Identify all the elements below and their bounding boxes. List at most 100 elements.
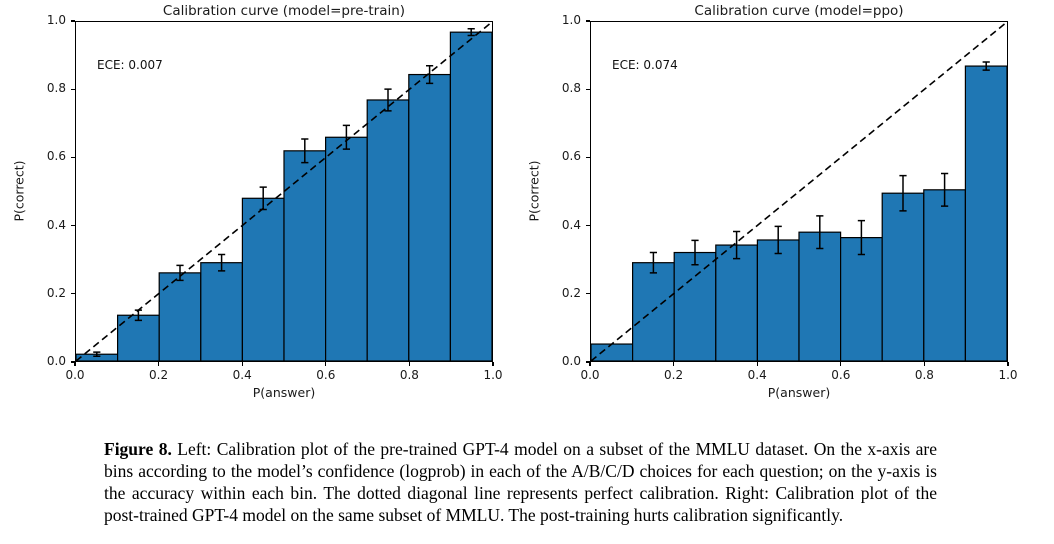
- figure-caption-body: Left: Calibration plot of the pre-traine…: [104, 438, 937, 525]
- y-tick-mark: [586, 225, 590, 227]
- calibration-bar: [325, 136, 368, 361]
- error-bar: [384, 88, 392, 112]
- calibration-bar: [449, 31, 492, 361]
- x-tick-label: 0.0: [65, 368, 85, 382]
- y-tick-label: 0.8: [561, 81, 581, 96]
- calibration-bar: [631, 262, 675, 361]
- y-tick-label: 1.0: [561, 13, 581, 27]
- error-bar: [774, 225, 782, 255]
- calibration-bar: [366, 99, 410, 361]
- y-axis-label: P(correct): [526, 160, 542, 222]
- error-bar: [259, 186, 267, 211]
- x-tick-label: 0.4: [747, 368, 767, 382]
- y-tick-mark: [71, 293, 75, 295]
- y-tick-label: 0.8: [46, 81, 66, 96]
- calibration-bar: [798, 231, 842, 361]
- y-tick-label: 0.2: [46, 285, 66, 300]
- ece-annotation: ECE: 0.007: [97, 58, 163, 72]
- y-tick-mark: [586, 156, 590, 158]
- error-bar: [467, 28, 475, 37]
- figure-caption: Figure 8. Left: Calibration plot of the …: [104, 438, 937, 526]
- x-tick-mark: [492, 362, 494, 366]
- y-tick-label: 0.0: [46, 354, 66, 368]
- x-tick-label: 0.6: [831, 368, 851, 382]
- y-tick-mark: [586, 293, 590, 295]
- plot-area: ECE: 0.074: [590, 21, 1008, 362]
- x-tick-mark: [158, 362, 160, 366]
- y-tick-label: 0.4: [46, 217, 66, 232]
- y-tick-label: 0.4: [561, 217, 581, 232]
- x-tick-mark: [241, 362, 243, 366]
- ece-annotation: ECE: 0.074: [612, 58, 678, 72]
- calibration-bar: [715, 244, 759, 361]
- calibration-bar: [158, 272, 202, 361]
- x-tick-mark: [756, 362, 758, 366]
- y-tick-mark: [71, 225, 75, 227]
- y-tick-mark: [71, 361, 75, 363]
- calibration-bar: [408, 73, 451, 361]
- y-tick-mark: [586, 20, 590, 22]
- error-bar: [134, 309, 142, 322]
- calibration-bar: [881, 192, 925, 361]
- calibration-bar: [756, 239, 800, 361]
- x-tick-label: 0.8: [914, 368, 934, 382]
- calibration-bar: [200, 262, 244, 361]
- calibration-bar: [283, 150, 327, 361]
- error-bar: [691, 239, 699, 266]
- x-tick-mark: [840, 362, 842, 366]
- error-bar: [857, 219, 865, 256]
- x-tick-mark: [325, 362, 327, 366]
- x-tick-label: 0.6: [316, 368, 336, 382]
- x-tick-mark: [74, 362, 76, 366]
- x-axis-label: P(answer): [767, 385, 831, 400]
- x-tick-mark: [589, 362, 591, 366]
- error-bar: [733, 230, 741, 260]
- x-tick-mark: [1007, 362, 1009, 366]
- y-tick-label: 0.6: [46, 149, 66, 164]
- error-bar: [941, 172, 949, 207]
- chart-title: Calibration curve (model=pre-train): [162, 3, 406, 19]
- x-tick-label: 0.4: [232, 368, 252, 382]
- error-bar: [342, 124, 350, 150]
- error-bar: [426, 64, 434, 85]
- x-tick-mark: [923, 362, 925, 366]
- plot-area: ECE: 0.007: [75, 21, 493, 362]
- y-tick-mark: [71, 88, 75, 90]
- x-tick-label: 0.0: [580, 368, 600, 382]
- chart-title: Calibration curve (model=ppo): [694, 3, 904, 19]
- calibration-bar: [923, 189, 966, 361]
- calibration-bar: [241, 197, 285, 361]
- x-tick-mark: [673, 362, 675, 366]
- calibration-bar: [673, 251, 717, 361]
- x-tick-label: 1.0: [483, 368, 503, 382]
- error-bar: [649, 251, 657, 274]
- x-tick-label: 0.8: [399, 368, 419, 382]
- y-tick-mark: [71, 20, 75, 22]
- y-tick-label: 0.2: [561, 285, 581, 300]
- x-axis-label: P(answer): [252, 385, 316, 400]
- x-tick-mark: [408, 362, 410, 366]
- x-tick-label: 0.2: [149, 368, 169, 382]
- error-bar: [176, 264, 184, 282]
- plot-canvas: [591, 22, 1007, 361]
- y-tick-label: 0.6: [561, 149, 581, 164]
- calibration-chart-pretrain: Calibration curve (model=pre-train) P(co…: [0, 0, 527, 414]
- error-bar: [982, 61, 990, 71]
- y-tick-mark: [71, 156, 75, 158]
- error-bar: [301, 138, 309, 164]
- error-bar: [93, 351, 101, 358]
- figure-caption-label: Figure 8.: [104, 438, 172, 459]
- calibration-bar: [964, 65, 1007, 361]
- x-tick-label: 0.2: [664, 368, 684, 382]
- y-tick-mark: [586, 361, 590, 363]
- y-axis-label: P(correct): [11, 160, 27, 222]
- y-tick-mark: [586, 88, 590, 90]
- y-tick-label: 1.0: [46, 13, 66, 27]
- calibration-bar: [591, 343, 634, 361]
- x-tick-label: 1.0: [998, 368, 1018, 382]
- error-bar: [816, 215, 824, 250]
- calibration-chart-ppo: Calibration curve (model=ppo) P(correct)…: [515, 0, 1042, 414]
- y-tick-label: 0.0: [561, 354, 581, 368]
- error-bar: [218, 253, 226, 272]
